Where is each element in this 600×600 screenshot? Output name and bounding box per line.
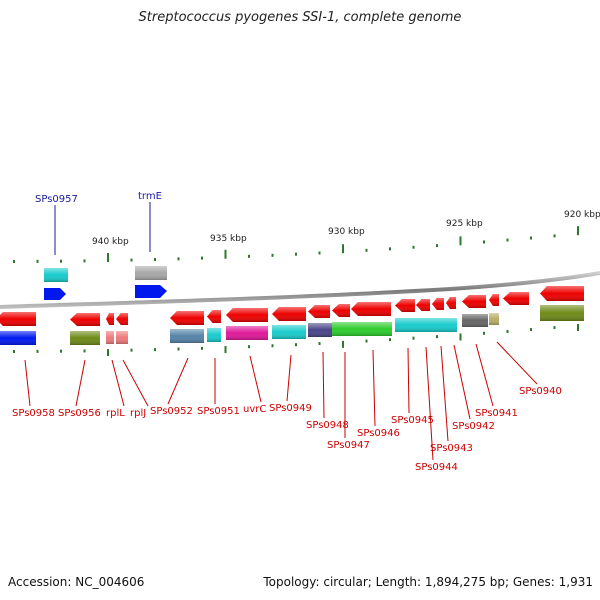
cog-box-shade — [106, 331, 114, 344]
gene-arrow-shade — [540, 286, 584, 301]
label-leader — [440, 345, 449, 442]
scale-label-920: 920 kbp — [564, 210, 600, 220]
gene-arrow-shade — [70, 313, 100, 326]
gene-arrow-shade — [226, 308, 268, 322]
scale-ticks — [13, 226, 579, 263]
gene-label[interactable]: SPs0942 — [452, 421, 495, 432]
label-leader — [111, 359, 125, 407]
cog-box-shade — [308, 323, 332, 337]
gene-label[interactable]: SPs0952 — [150, 406, 193, 417]
reverse-strand-genes — [0, 286, 584, 326]
gene-label[interactable]: SPs0951 — [197, 406, 240, 417]
gene-label[interactable]: SPs0949 — [269, 403, 312, 414]
bottom-labels: SPs0958 SPs0956 rplL rplJ SPs0952 SPs0951 uvrC… — [12, 341, 562, 473]
gene-label[interactable]: SPs0940 — [519, 386, 562, 397]
cog-box-shade — [0, 331, 36, 345]
gene-arrow-spso957[interactable] — [44, 288, 66, 300]
gene-arrow-shade — [416, 299, 430, 311]
gene-arrow-shade — [207, 310, 221, 323]
gene-label[interactable]: SPs0958 — [12, 408, 55, 419]
cog-box-shade — [170, 329, 204, 343]
label-leader — [453, 344, 471, 420]
topology-text: Topology: circular; Length: 1,894,275 bp… — [263, 575, 593, 589]
gene-label[interactable]: SPs0956 — [58, 408, 101, 419]
label-leader — [75, 359, 86, 407]
scale-label-925: 925 kbp — [446, 219, 483, 229]
gene-arrow-shade — [462, 295, 486, 308]
gene-label[interactable]: SPs0947 — [327, 440, 370, 451]
gene-label[interactable]: rplJ — [130, 408, 146, 419]
gene-label[interactable]: SPs0945 — [391, 415, 434, 426]
gene-label[interactable]: SPs0941 — [475, 408, 518, 419]
cog-box-shade — [116, 331, 128, 344]
gene-arrow-shade — [395, 299, 415, 312]
cog-box-shade — [70, 331, 100, 345]
label-leader — [425, 346, 434, 461]
gene-label-trme[interactable]: trmE — [138, 191, 162, 202]
gene-arrow-shade — [446, 297, 456, 309]
gene-label[interactable]: SPs0948 — [306, 420, 349, 431]
cog-box-shade — [332, 322, 392, 336]
gene-arrow-shade — [503, 292, 529, 305]
label-leader — [475, 343, 494, 407]
label-leader — [286, 354, 292, 402]
gene-arrow-trme[interactable] — [135, 285, 167, 298]
scale-label-930: 930 kbp — [328, 227, 365, 237]
gene-label[interactable]: SPs0946 — [357, 428, 400, 439]
scale-label-940: 940 kbp — [92, 237, 129, 247]
gene-arrow-shade — [351, 302, 391, 316]
reverse-strand-cogs — [0, 313, 499, 345]
label-leader — [496, 341, 538, 385]
gene-label-spso957[interactable]: SPs0957 — [35, 194, 78, 205]
scale-labels: 940 kbp 935 kbp 930 kbp 925 kbp 920 kbp — [92, 210, 600, 247]
gene-arrow-shade — [489, 294, 499, 306]
label-leader — [407, 347, 410, 414]
genome-backbone — [0, 271, 600, 309]
gene-arrow-shade — [272, 307, 306, 321]
label-leader — [24, 359, 31, 407]
genome-title: Streptococcus pyogenes SSI-1, complete g… — [138, 10, 462, 25]
gene-label[interactable]: SPs0943 — [430, 443, 473, 454]
label-leader — [122, 359, 149, 407]
label-leader — [167, 357, 189, 405]
gene-arrow-shade — [106, 313, 114, 325]
gene-arrow-shade — [170, 311, 204, 325]
gene-arrow-shade — [308, 305, 330, 318]
label-leader — [372, 349, 376, 427]
label-leader — [249, 355, 262, 403]
cog-box-shade — [207, 328, 221, 342]
gene-arrow-shade — [0, 312, 36, 326]
gene-label[interactable]: rplL — [106, 408, 125, 419]
cog-box-shade — [489, 313, 499, 325]
scale-label-935: 935 kbp — [210, 234, 247, 244]
gene-label[interactable]: SPs0944 — [415, 462, 458, 473]
gene-label[interactable]: uvrC — [243, 404, 266, 415]
cog-box-shade — [395, 318, 457, 332]
cog-box-shade — [272, 325, 306, 339]
cog-box-shade — [462, 314, 488, 327]
label-leader — [322, 351, 325, 419]
cog-box-shade — [226, 326, 268, 340]
accession-text: Accession: NC_004606 — [8, 575, 145, 589]
forward-strand — [44, 266, 167, 300]
gene-arrow-shade — [332, 304, 350, 317]
top-labels: SPs0957 trmE — [35, 191, 162, 255]
gene-arrow-shade — [116, 313, 128, 325]
lower-ticks — [13, 324, 579, 357]
gene-arrow-shade — [432, 298, 444, 310]
